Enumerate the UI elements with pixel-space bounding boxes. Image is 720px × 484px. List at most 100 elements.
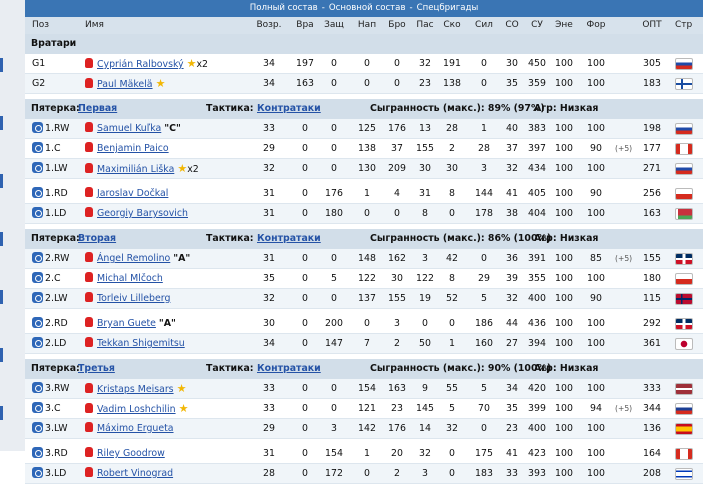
player-row[interactable]: 1.RD Jaroslav Dočkal 31 0 176 1 4 31 8 144 41 405 10… — [25, 184, 703, 204]
player-row[interactable]: G1 Cyprián Ralbovský ★x2 34 197 0 0 0 32 191 0 30 45… — [25, 54, 703, 74]
player-name-link[interactable]: Kristaps Meisars — [97, 384, 174, 395]
player-name-link[interactable]: Riley Goodrow — [97, 448, 165, 459]
player-row[interactable]: 1.LW Maximilián Liška ★x2 32 0 0 130 209 30 30 3 32… — [25, 159, 703, 179]
player-row[interactable]: 1.RW Samuel Kuľka "C" 33 0 0 125 176 13 28 1 40 383 1… — [25, 119, 703, 139]
cell-ene: 100 — [555, 273, 573, 284]
glove-icon — [85, 292, 93, 302]
player-row[interactable]: 3.LD Robert Vinograd 28 0 172 0 2 3 0 183 33 393 100… — [25, 464, 703, 484]
cell-nap: 1 — [364, 448, 370, 459]
player-name-link[interactable]: Michal Mlčoch — [97, 273, 163, 284]
goalies-header: Вратари — [25, 34, 703, 54]
player-name-link[interactable]: Vadim Loshchilin — [97, 404, 176, 415]
cell-nap: 0 — [364, 208, 370, 219]
flag-icon-dom — [675, 253, 693, 265]
player-name-link[interactable]: Bryan Guete — [97, 318, 156, 329]
aggression-label: Агр: Низкая — [534, 103, 599, 114]
player-settings-icon[interactable] — [32, 292, 43, 303]
line-name-link[interactable]: Третья — [78, 363, 115, 374]
flag-icon-isr — [675, 468, 693, 480]
cell-nap: 0 — [364, 318, 370, 329]
player-row[interactable]: G2 Paul Mäkelä ★ 34 163 0 0 0 23 138 0 35 359 100 100 1… — [25, 74, 703, 94]
tab-separator: - — [321, 3, 325, 13]
cell-zash: 0 — [331, 253, 337, 264]
player-settings-icon[interactable] — [32, 272, 43, 283]
player-name-link[interactable]: Benjamin Paico — [97, 143, 169, 154]
player-settings-icon[interactable] — [32, 317, 43, 328]
player-row[interactable]: 3.RW Kristaps Meisars ★ 33 0 0 154 163 9 55 5 34 420… — [25, 379, 703, 399]
player-settings-icon[interactable] — [32, 447, 43, 458]
player-settings-icon[interactable] — [32, 422, 43, 433]
player-settings-icon[interactable] — [32, 142, 43, 153]
cell-pos: G2 — [32, 78, 46, 89]
chemistry-label: Сыгранность (макс.): 90% (100%) — [370, 363, 552, 374]
player-name-link[interactable]: Ángel Remolino — [97, 253, 171, 264]
player-row[interactable]: 2.LW Torleiv Lilleberg 32 0 0 137 155 19 52 5 32 40… — [25, 289, 703, 309]
cell-sil: 5 — [481, 383, 487, 394]
cell-sil: 29 — [478, 273, 490, 284]
player-row[interactable]: 2.RD Bryan Guete "A" 30 0 200 0 3 0 0 186 44 436 100 1… — [25, 314, 703, 334]
cell-su: 359 — [528, 78, 546, 89]
captain-badge: "A" — [173, 253, 191, 264]
player-settings-icon[interactable] — [32, 467, 43, 478]
flag-icon-blr — [675, 208, 693, 220]
header-su: СУ — [531, 20, 543, 30]
player-name-link[interactable]: Jaroslav Dočkal — [97, 188, 169, 199]
cell-su: 391 — [528, 253, 546, 264]
player-row[interactable]: 1.LD Georgiy Barysovich 31 0 180 0 0 8 0 178 38 404… — [25, 204, 703, 224]
position-cell: 1.LD — [32, 204, 66, 224]
glove-icon — [85, 337, 93, 347]
player-row[interactable]: 3.RD Riley Goodrow 31 0 154 1 20 32 0 175 41 423 100… — [25, 444, 703, 464]
player-settings-icon[interactable] — [32, 162, 43, 173]
tab-main-roster[interactable]: Основной состав — [328, 3, 406, 13]
cell-pas: 19 — [419, 293, 431, 304]
player-name-cell: Tekkan Shigemitsu — [85, 334, 185, 354]
player-name-link[interactable]: Robert Vinograd — [97, 468, 174, 479]
player-name-link[interactable]: Torleiv Lilleberg — [97, 293, 171, 304]
player-name-link[interactable]: Tekkan Shigemitsu — [97, 338, 185, 349]
line-name-link[interactable]: Первая — [78, 103, 118, 114]
position-cell: 1.RW — [32, 119, 69, 139]
cell-pas: 9 — [422, 383, 428, 394]
tab-special-teams[interactable]: Спецбригады — [416, 3, 479, 13]
tactic-label: Тактика: — [206, 233, 254, 244]
player-row[interactable]: 3.LW Máximo Ergueta 29 0 3 142 176 14 32 0 23 400 10… — [25, 419, 703, 439]
cell-su: 383 — [528, 123, 546, 134]
tab-full-roster[interactable]: Полный состав — [249, 3, 318, 13]
player-settings-icon[interactable] — [32, 402, 43, 413]
player-settings-icon[interactable] — [32, 207, 43, 218]
cell-nap: 7 — [364, 338, 370, 349]
player-settings-icon[interactable] — [32, 252, 43, 263]
player-name-link[interactable]: Maximilián Liška — [97, 164, 175, 175]
player-name-cell: Benjamin Paico — [85, 139, 169, 159]
glove-icon — [85, 207, 93, 217]
player-settings-icon[interactable] — [32, 337, 43, 348]
player-name-link[interactable]: Samuel Kuľka — [97, 123, 162, 134]
cell-ene: 100 — [555, 293, 573, 304]
player-settings-icon[interactable] — [32, 187, 43, 198]
player-settings-icon[interactable] — [32, 122, 43, 133]
tactic-link[interactable]: Контратаки — [257, 363, 321, 374]
cell-nap: 1 — [364, 188, 370, 199]
position-cell: 2.RW — [32, 249, 69, 269]
cell-zash: 5 — [331, 273, 337, 284]
tactic-link[interactable]: Контратаки — [257, 233, 321, 244]
line-name-link[interactable]: Вторая — [78, 233, 117, 244]
position-label: 1.RD — [45, 188, 68, 199]
player-row[interactable]: 2.RW Ángel Remolino "A" 31 0 0 148 162 3 42 0 36 391… — [25, 249, 703, 269]
player-name-link[interactable]: Máximo Ergueta — [97, 423, 174, 434]
cell-bro: 209 — [388, 163, 406, 174]
cell-nap: 138 — [358, 143, 376, 154]
player-settings-icon[interactable] — [32, 382, 43, 393]
player-row[interactable]: 3.C Vadim Loshchilin ★ 33 0 0 121 23 145 5 70 35 399… — [25, 399, 703, 419]
player-row[interactable]: 1.C Benjamin Paico 29 0 0 138 37 155 2 28 37 397 100… — [25, 139, 703, 159]
cell-opt: 256 — [643, 188, 661, 199]
player-name-link[interactable]: Cyprián Ralbovský — [97, 59, 184, 70]
cell-sko: 0 — [449, 208, 455, 219]
tactic-link[interactable]: Контратаки — [257, 103, 321, 114]
player-row[interactable]: 2.C Michal Mlčoch 35 0 5 122 30 122 8 29 39 355 100 1… — [25, 269, 703, 289]
cell-bro: 163 — [388, 383, 406, 394]
player-name-link[interactable]: Georgiy Barysovich — [97, 208, 188, 219]
player-name-link[interactable]: Paul Mäkelä — [97, 79, 153, 90]
player-row[interactable]: 2.LD Tekkan Shigemitsu 34 0 147 7 2 50 1 160 27 394… — [25, 334, 703, 354]
cell-for: 100 — [587, 58, 605, 69]
